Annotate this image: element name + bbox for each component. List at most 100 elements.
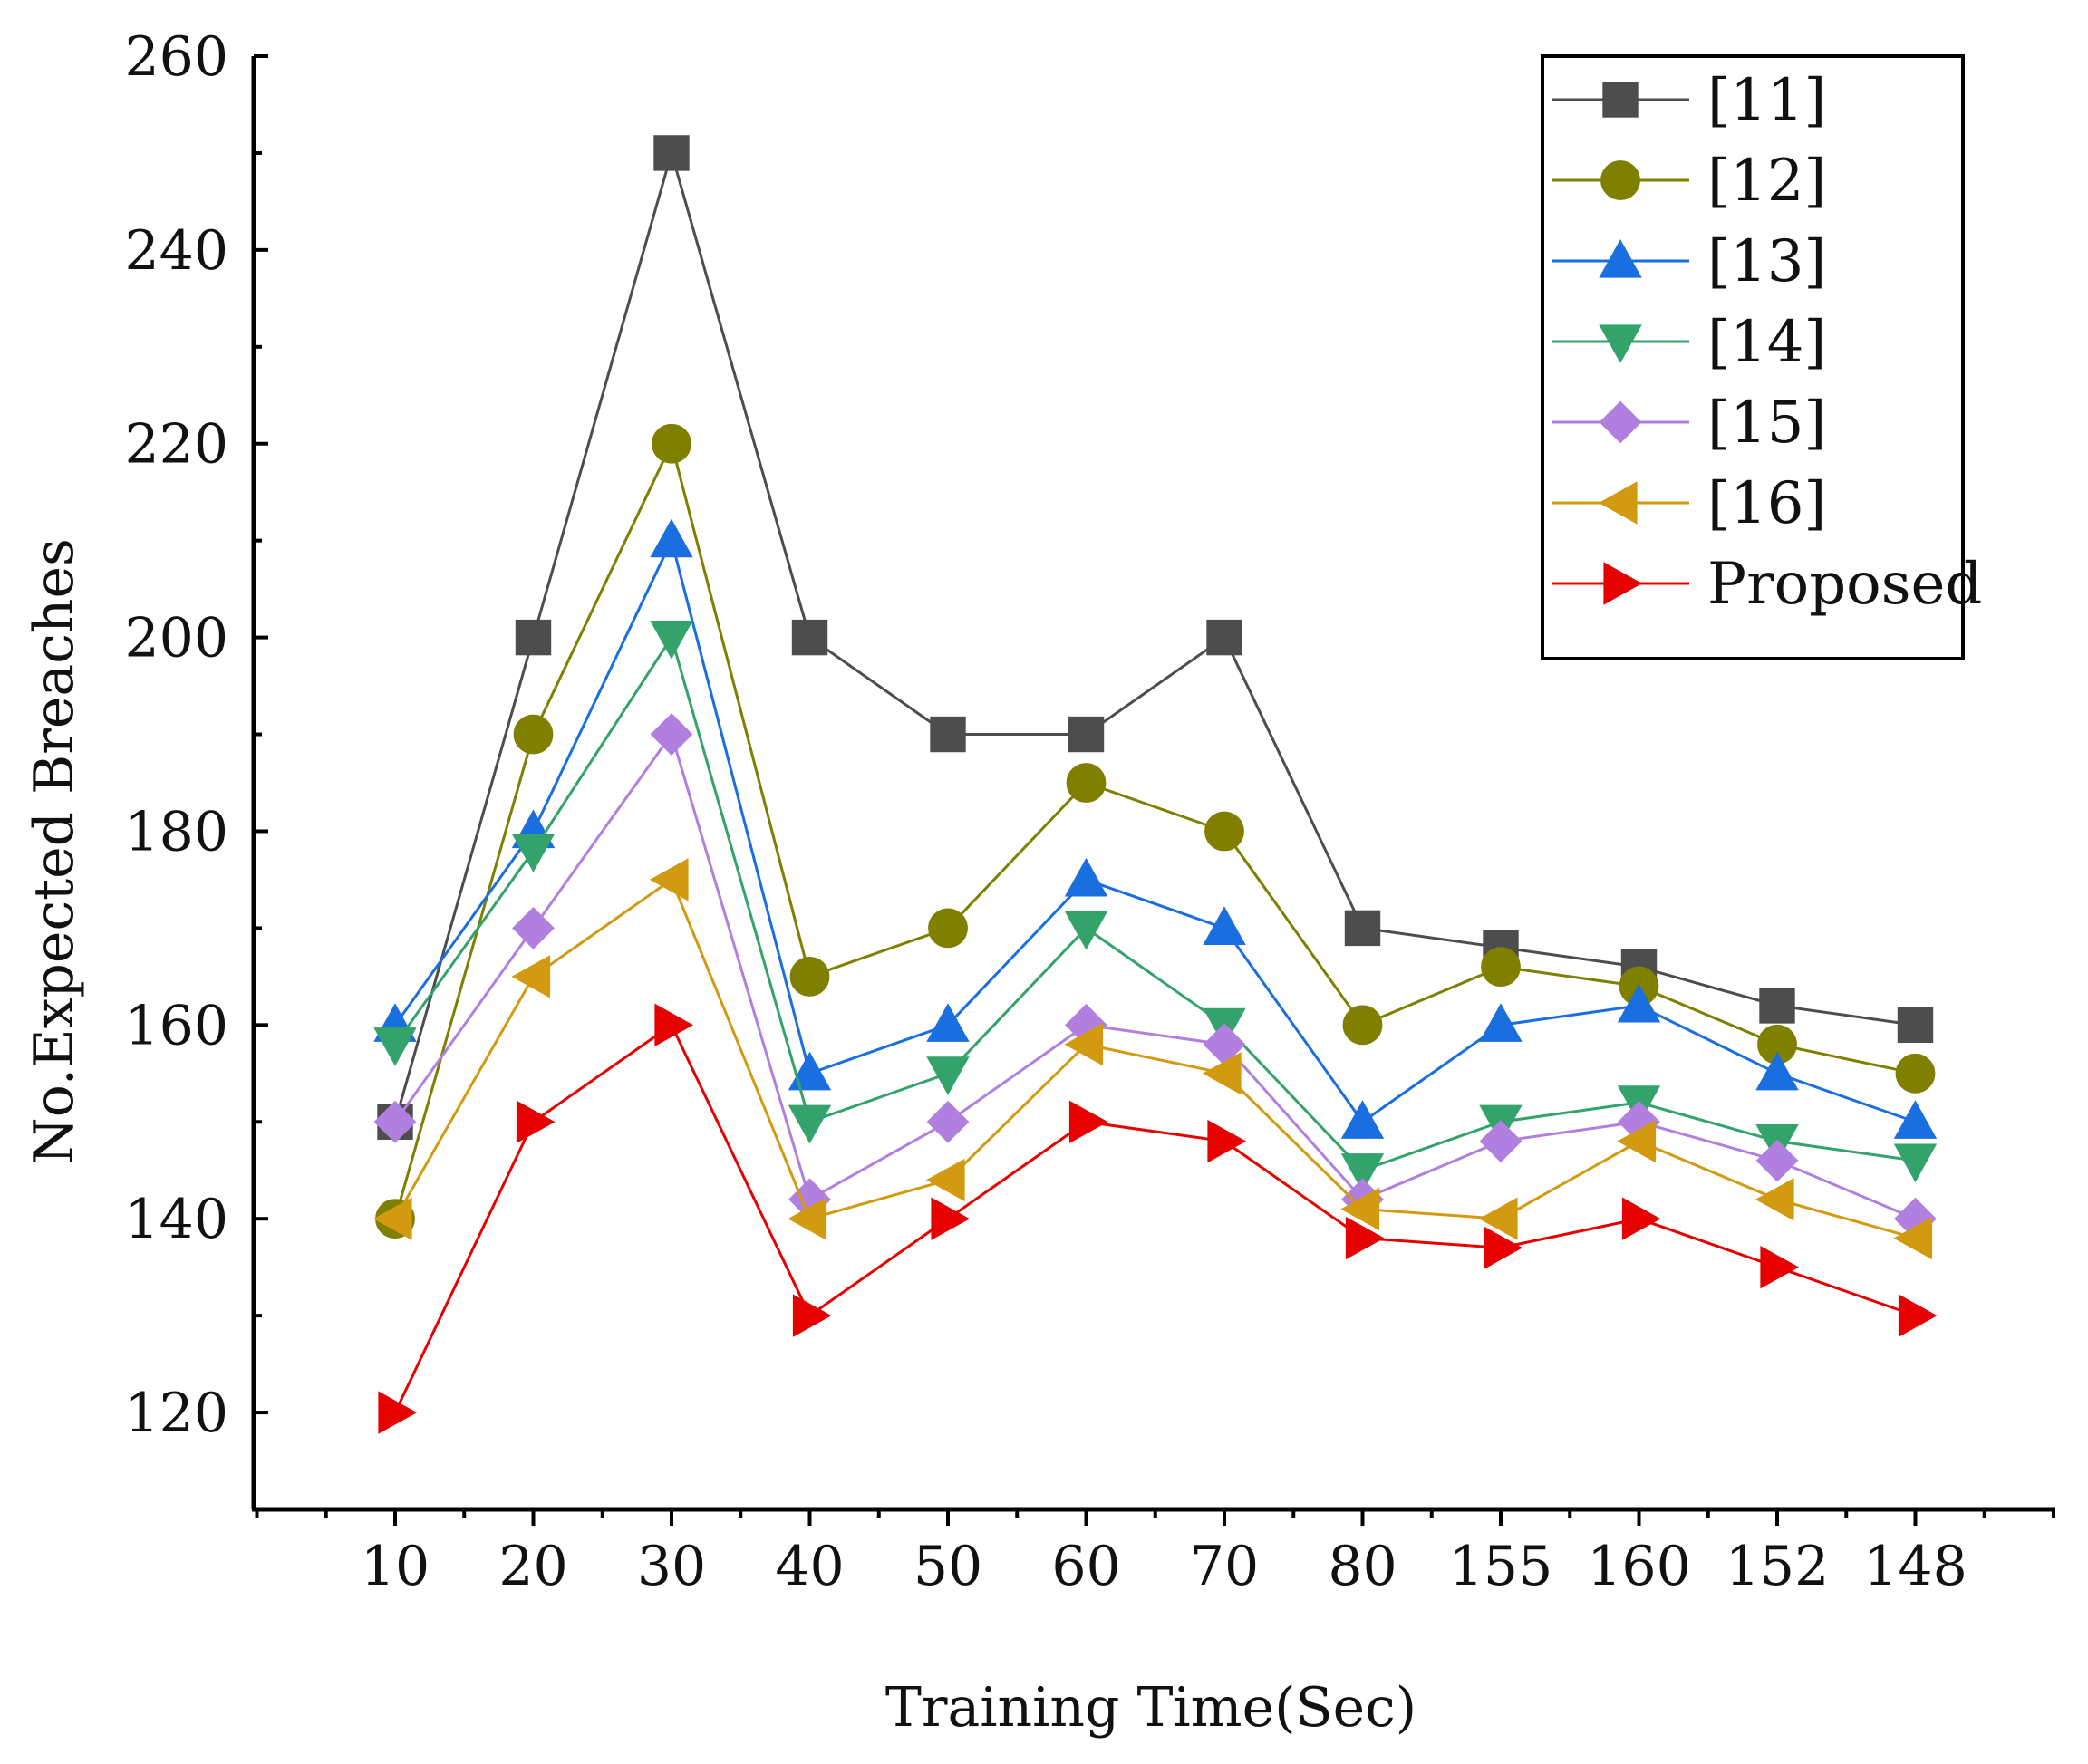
data-point-13 [650,518,693,558]
legend-item-11: [11] [1552,67,1826,134]
legend-marker-14 [1599,324,1642,364]
legend-box [1541,54,1965,660]
data-point-12 [789,956,830,997]
x-tick-label: 148 [1863,1535,1967,1598]
x-tick-label: 160 [1587,1535,1691,1598]
data-point-proposed [516,1100,556,1143]
data-point-proposed [1068,1100,1108,1143]
data-point-14 [1340,1153,1385,1192]
series-14 [373,621,1938,1192]
data-point-16 [925,1158,965,1202]
data-point-16 [1478,1197,1518,1240]
legend-item-12: [12] [1552,148,1826,215]
legend-marker-15 [1599,400,1642,444]
data-point-16 [1202,1052,1242,1095]
x-tick-label: 155 [1449,1535,1553,1598]
x-tick-label: 70 [1190,1535,1259,1598]
data-point-16 [1340,1187,1380,1231]
y-tick-label: 220 [124,413,228,477]
legend-item-14: [14] [1552,309,1826,376]
legend-label: [13] [1707,228,1826,295]
legend-marker-proposed [1603,562,1643,605]
data-point-13 [1893,1100,1938,1139]
data-point-13 [1064,857,1108,897]
x-tick-label: 10 [361,1535,430,1598]
data-point-14 [511,834,556,872]
data-point-proposed [1621,1197,1661,1240]
legend-item-13: [13] [1552,228,1826,295]
legend-item-15: [15] [1552,390,1826,457]
series-line-12 [393,439,1916,1219]
data-point-14 [1893,1143,1938,1183]
data-point-15 [1755,1139,1799,1182]
data-point-proposed [1898,1294,1938,1337]
data-point-proposed [1760,1245,1800,1289]
legend-item-proposed: Proposed [1552,551,1982,618]
data-point-proposed [1484,1226,1523,1269]
data-point-15 [373,1100,417,1143]
legend-label: Proposed [1707,551,1982,618]
data-point-12 [1895,1053,1936,1094]
x-tick-label: 30 [637,1535,706,1598]
data-point-16 [1617,1119,1657,1163]
x-axis-title: Training Time(Sec) [885,1676,1416,1740]
x-tick-label: 152 [1726,1535,1830,1598]
data-point-11 [515,619,552,656]
data-point-14 [926,1056,970,1095]
data-point-15 [512,906,555,949]
data-point-11 [1206,619,1242,656]
legend-label: [15] [1707,390,1826,457]
series-line-11 [393,148,1916,1123]
data-point-proposed [654,1003,694,1047]
data-point-proposed [1207,1119,1247,1163]
x-tick-label: 50 [914,1535,982,1598]
legend-label: [11] [1707,67,1826,134]
data-point-11 [653,135,690,171]
legend-label: [14] [1707,309,1826,376]
data-point-12 [1204,811,1244,852]
legend-label: [12] [1707,148,1826,215]
series-line-13 [393,536,1916,1124]
y-tick-label: 260 [124,25,228,89]
y-tick-label: 120 [124,1382,228,1445]
data-point-12 [1342,1005,1383,1046]
y-tick-label: 200 [124,607,228,670]
data-point-16 [1754,1178,1794,1221]
data-point-11 [1897,1007,1934,1044]
data-point-proposed [931,1197,971,1240]
axes: 120 140 160 180 200 220 240 260 10 20 30 40 50 60 70 80… [124,25,2055,1598]
data-point-15 [1479,1120,1522,1163]
y-tick-label: 140 [124,1188,228,1251]
data-point-14 [788,1104,832,1144]
data-point-13 [926,1003,970,1042]
series-line-proposed [393,1023,1916,1413]
data-point-13 [1617,983,1661,1023]
data-point-16 [788,1197,827,1240]
data-point-13 [1203,906,1246,945]
data-point-proposed [378,1391,418,1434]
data-point-15 [926,1100,970,1143]
data-point-12 [1066,763,1107,803]
data-point-11 [1068,716,1105,753]
data-point-16 [1893,1216,1933,1260]
y-tick-label: 240 [124,219,228,283]
data-point-16 [649,858,689,901]
data-point-16 [372,1197,412,1240]
data-point-13 [788,1051,832,1091]
data-point-11 [1344,910,1381,947]
y-axis-title: No.Expected Breaches [23,538,86,1165]
data-point-proposed [792,1294,832,1337]
data-point-11 [930,716,966,753]
legend: [11] [12] [13] [14] [15] [16] Proposed [1541,54,1982,660]
x-tick-label: 40 [775,1535,844,1598]
legend-marker-12 [1600,160,1640,200]
data-point-13 [1479,1003,1522,1042]
data-point-12 [652,423,691,464]
legend-marker-11 [1602,82,1638,118]
data-point-13 [1340,1100,1385,1139]
data-point-16 [1064,1023,1104,1066]
x-tick-label: 80 [1328,1535,1397,1598]
y-tick-label: 160 [124,994,228,1057]
legend-label: [16] [1707,470,1826,537]
